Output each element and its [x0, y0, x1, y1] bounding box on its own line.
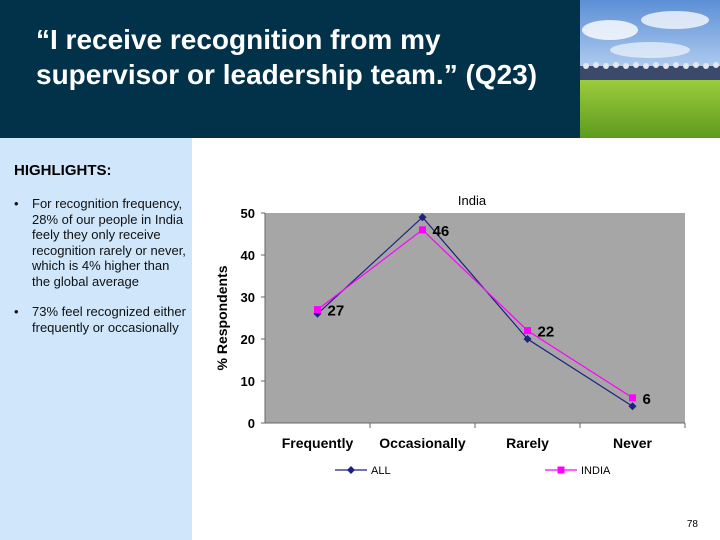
line-chart: 0 10 20 30 40 50 Frequently Occasionally Rarely N…: [205, 185, 705, 485]
slide-title: “I receive recognition from my superviso…: [36, 24, 538, 90]
data-point: [314, 306, 321, 314]
highlights-panel: HIGHLIGHTS: • For recognition frequency,…: [0, 138, 192, 540]
page-number: 78: [686, 519, 698, 530]
series-line-all: [317, 216, 633, 407]
y-tick-label: 10: [241, 374, 255, 389]
highlight-text: 73% feel recognized either frequently or…: [32, 304, 186, 335]
legend-marker: [557, 466, 565, 474]
data-label: 46: [433, 223, 450, 240]
data-point: [418, 213, 427, 222]
title-banner: “I receive recognition from my superviso…: [0, 0, 580, 138]
data-label: 27: [328, 303, 345, 320]
y-tick-label: 40: [241, 248, 255, 263]
legend-label: INDIA: [581, 465, 611, 477]
crowd-photo: [580, 0, 720, 138]
y-tick-label: 30: [241, 290, 255, 305]
y-axis-label: % Respondents: [214, 265, 230, 370]
highlights-list: • For recognition frequency, 28% of our …: [14, 196, 186, 350]
data-point: [313, 309, 322, 318]
highlight-item: • For recognition frequency, 28% of our …: [14, 196, 186, 289]
legend-label: ALL: [371, 465, 391, 477]
bullet-icon: •: [14, 304, 19, 319]
y-tick-label: 50: [241, 206, 255, 221]
plot-area: [265, 213, 685, 423]
chart-title: India: [458, 193, 487, 208]
x-tick-label: Occasionally: [379, 435, 466, 451]
highlight-item: • 73% feel recognized either frequently …: [14, 304, 186, 335]
highlight-text: For recognition frequency, 28% of our pe…: [32, 196, 186, 289]
x-tick-label: Never: [613, 435, 652, 451]
x-tick-label: Rarely: [506, 435, 549, 451]
highlights-heading: HIGHLIGHTS:: [14, 162, 112, 179]
data-label: 22: [538, 324, 555, 341]
line-chart-svg: 0 10 20 30 40 50 Frequently Occasionally Rarely N…: [214, 193, 686, 477]
data-point: [523, 335, 532, 343]
legend-marker: [347, 466, 355, 474]
data-point: [628, 402, 637, 411]
data-point: [419, 226, 426, 234]
data-label: 6: [643, 391, 651, 408]
bullet-icon: •: [14, 196, 19, 211]
y-tick-label: 0: [248, 416, 255, 431]
y-tick-label: 20: [241, 332, 255, 347]
series-line-india: [317, 229, 633, 399]
data-point: [524, 327, 531, 335]
data-point: [629, 394, 636, 402]
x-tick-label: Frequently: [282, 435, 354, 451]
